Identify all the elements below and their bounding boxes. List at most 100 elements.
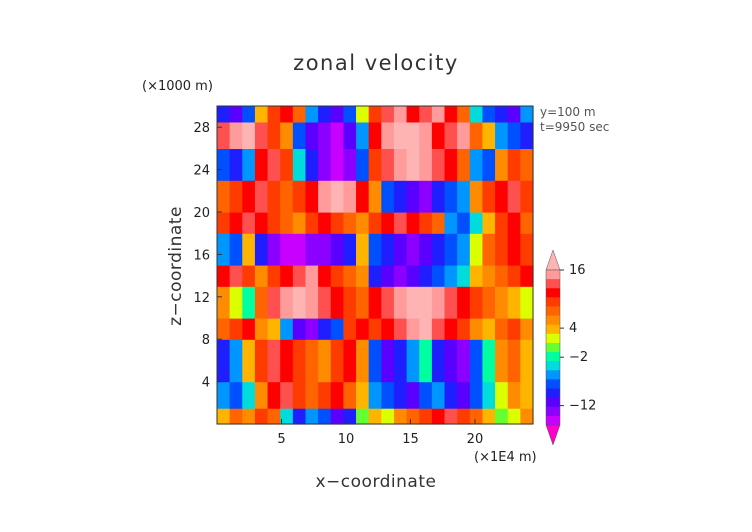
heatmap-cell <box>343 318 357 340</box>
heatmap-cell <box>507 286 521 319</box>
heatmap-cell <box>482 408 496 425</box>
heatmap-cell <box>507 212 521 234</box>
heatmap-cell <box>520 265 534 287</box>
heatmap-cell <box>217 233 231 266</box>
plot-area <box>217 106 534 425</box>
heatmap-cell <box>305 286 319 319</box>
heatmap-cell <box>368 121 382 149</box>
heatmap-cell <box>229 318 243 340</box>
chart-title: zonal velocity <box>293 51 459 75</box>
x-tick-label: 10 <box>338 432 355 447</box>
heatmap-cell <box>431 339 446 383</box>
colorbar-tick-label: −2 <box>569 350 588 365</box>
heatmap-cell <box>431 106 446 123</box>
heatmap-cell <box>292 233 307 266</box>
heatmap-cell <box>520 233 534 266</box>
heatmap-cell <box>254 339 269 383</box>
heatmap-cell <box>381 318 395 340</box>
heatmap-cell <box>482 286 496 319</box>
heatmap-cell <box>457 265 471 287</box>
heatmap-cell <box>520 381 534 409</box>
colorbar-segment <box>546 342 560 353</box>
heatmap-cell <box>254 106 269 123</box>
heatmap-cell <box>267 265 281 287</box>
x-tick-label: 5 <box>277 432 285 447</box>
heatmap-cell <box>381 121 395 149</box>
heatmap-cell <box>381 265 395 287</box>
heatmap-cell <box>343 381 357 409</box>
heatmap-cell <box>419 318 433 340</box>
heatmap-cell <box>229 381 243 409</box>
heatmap-cell <box>444 408 458 425</box>
heatmap-cell <box>469 318 484 340</box>
heatmap-cell <box>495 318 509 340</box>
heatmap-cell <box>318 121 332 149</box>
heatmap-cell <box>368 106 382 123</box>
heatmap-cell <box>368 318 382 340</box>
y-tick-label: 16 <box>193 248 210 263</box>
heatmap-cell <box>469 381 484 409</box>
heatmap-cell <box>217 180 231 213</box>
heatmap-cell <box>457 180 471 213</box>
heatmap-cell <box>330 408 344 425</box>
x-tick-label: 15 <box>402 432 419 447</box>
heatmap-cell <box>280 286 294 319</box>
heatmap-cell <box>520 286 534 319</box>
heatmap-cell <box>242 148 256 181</box>
heatmap-cell <box>495 106 509 123</box>
heatmap-cell <box>242 180 256 213</box>
heatmap-cell <box>495 212 509 234</box>
heatmap-cell <box>229 286 243 319</box>
heatmap-cell <box>431 408 446 425</box>
heatmap-cell <box>495 408 509 425</box>
heatmap-cell <box>469 286 484 319</box>
heatmap-cell <box>419 148 433 181</box>
heatmap-cell <box>368 180 382 213</box>
heatmap-cell <box>444 121 458 149</box>
heatmap-cell <box>305 265 319 287</box>
heatmap-cell <box>343 286 357 319</box>
heatmap-cell <box>217 265 231 287</box>
heatmap-cell <box>482 106 496 123</box>
heatmap-cell <box>419 265 433 287</box>
heatmap-cell <box>368 233 382 266</box>
heatmap-cell <box>330 381 344 409</box>
heatmap-cell <box>305 381 319 409</box>
y-axis-label: z−coordinate <box>166 206 186 326</box>
heatmap-cell <box>368 339 382 383</box>
heatmap-cell <box>242 106 256 123</box>
heatmap-cell <box>457 233 471 266</box>
heatmap-cell <box>318 212 332 234</box>
colorbar-tick-label: −12 <box>569 399 596 414</box>
heatmap-cell <box>217 286 231 319</box>
heatmap-cell <box>280 233 294 266</box>
heatmap-cell <box>368 408 382 425</box>
heatmap-cell <box>520 339 534 383</box>
heatmap-cell <box>254 265 269 287</box>
heatmap-cell <box>343 233 357 266</box>
colorbar-segment <box>546 361 560 371</box>
heatmap-cell <box>356 148 370 181</box>
heatmap-cell <box>431 180 446 213</box>
heatmap-cell <box>229 265 243 287</box>
heatmap-cell <box>393 265 408 287</box>
heatmap-cell <box>393 318 408 340</box>
heatmap-cell <box>330 318 344 340</box>
heatmap-cell <box>305 318 319 340</box>
heatmap-cell <box>431 212 446 234</box>
heatmap-cell <box>343 121 357 149</box>
heatmap-cell <box>330 180 344 213</box>
heatmap-cell <box>280 212 294 234</box>
heatmap-cell <box>495 233 509 266</box>
heatmap-cell <box>305 339 319 383</box>
heatmap-cell <box>431 318 446 340</box>
heatmap-cell <box>406 286 420 319</box>
heatmap-cell <box>356 339 370 383</box>
heatmap-cell <box>217 106 231 123</box>
heatmap-cell <box>229 148 243 181</box>
heatmap-cell <box>393 106 408 123</box>
heatmap-cell <box>229 121 243 149</box>
heatmap-cell <box>495 339 509 383</box>
heatmap-cell <box>267 233 281 266</box>
heatmap-cell <box>482 339 496 383</box>
